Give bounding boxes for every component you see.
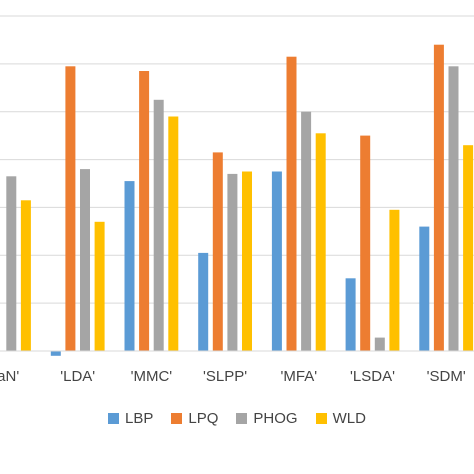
bar-lbp-3 [198, 252, 209, 351]
bar-wld-4 [315, 133, 326, 351]
bar-lpq-1 [65, 66, 76, 352]
legend-swatch [171, 412, 183, 424]
bar-lpq-5 [360, 135, 371, 351]
legend-label: LBP [125, 409, 154, 427]
x-tick-label: 'LSDA' [350, 368, 395, 385]
bar-wld-3 [242, 171, 252, 351]
bar-wld-6 [463, 145, 474, 351]
bar-lbp-6 [419, 226, 430, 351]
bar-lbp-1 [50, 351, 61, 356]
legend-label: LPQ [188, 409, 219, 427]
legend-item-wld: WLD [315, 409, 366, 427]
bar-lbp-5 [345, 278, 356, 351]
bars [6, 44, 474, 356]
legend: LBP LPQ PHOG WLD [0, 404, 474, 432]
legend-item-lpq: LPQ [171, 410, 218, 427]
bar-wld-2 [168, 116, 179, 351]
bar-phog-3 [227, 173, 238, 351]
x-tick-label: 'MMC' [131, 368, 173, 385]
x-tick-labels: ..aN' 'LDA' 'MMC' 'SLPP' 'MFA' 'LSDA' 'SDM' [0, 368, 466, 385]
bar-lpq-4 [286, 56, 297, 351]
bar-wld-1 [94, 221, 105, 351]
bar-wld-5 [389, 209, 400, 351]
legend-label: WLD [332, 409, 366, 427]
bar-phog-5 [374, 337, 385, 351]
bar-lpq-2 [139, 71, 150, 351]
bar-phog-6 [448, 66, 459, 352]
x-tick-label: 'MFA' [281, 368, 318, 385]
bar-phog-0 [6, 176, 17, 351]
bar-wld-0 [20, 200, 31, 352]
legend-swatch [108, 412, 120, 424]
x-tick-label: 'SLPP' [203, 368, 247, 385]
bar-lpq-3 [212, 152, 223, 351]
bar-phog-1 [80, 169, 90, 351]
x-tick-label: ..aN' [0, 368, 19, 385]
legend-item-lbp: LBP [108, 410, 153, 427]
legend-item-phog: PHOG [236, 409, 298, 427]
bar-lbp-2 [124, 181, 135, 351]
legend-label: PHOG [253, 409, 298, 427]
x-tick-label: 'LDA' [60, 368, 95, 385]
bar-phog-4 [301, 111, 312, 351]
bar-lbp-4 [271, 171, 282, 351]
legend-swatch [315, 412, 327, 424]
bar-phog-2 [153, 99, 164, 351]
legend-swatch [236, 412, 248, 424]
bar-lpq-6 [433, 44, 444, 351]
x-tick-label: 'SDM' [427, 368, 466, 385]
